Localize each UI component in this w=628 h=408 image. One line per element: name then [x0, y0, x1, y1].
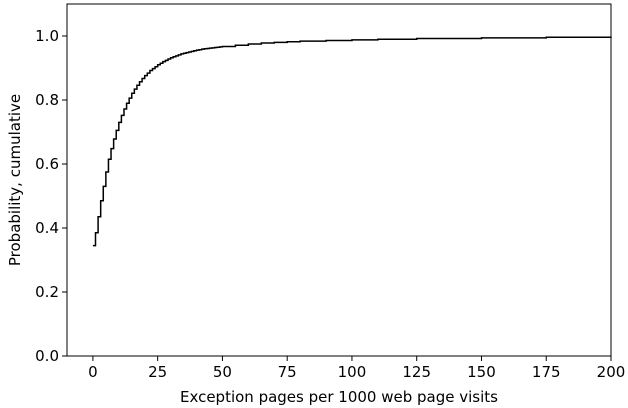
x-axis-ticks: 0 25 50 75 100 125 150 175 200: [88, 356, 625, 381]
cdf-step-line: [92, 36, 612, 247]
x-axis-label: Exception pages per 1000 web page visits: [180, 388, 498, 406]
x-tick-label: 200: [597, 363, 626, 381]
y-tick-label: 0.8: [35, 91, 59, 109]
y-axis-ticks: 0.0 0.2 0.4 0.6 0.8 1.0: [35, 27, 67, 365]
x-tick-label: 0: [88, 363, 98, 381]
y-axis-label: Probability, cumulative: [6, 94, 24, 266]
y-tick-label: 0.4: [35, 219, 59, 237]
y-tick-label: 0.6: [35, 155, 59, 173]
x-tick-label: 150: [467, 363, 496, 381]
y-tick-label: 0.0: [35, 347, 59, 365]
y-tick-label: 0.2: [35, 283, 59, 301]
x-tick-label: 75: [278, 363, 297, 381]
x-tick-label: 100: [338, 363, 367, 381]
x-tick-label: 125: [402, 363, 431, 381]
x-tick-label: 25: [148, 363, 167, 381]
plot-frame: [66, 3, 612, 357]
y-tick-label: 1.0: [35, 27, 59, 45]
x-tick-label: 50: [213, 363, 232, 381]
x-tick-label: 175: [532, 363, 561, 381]
